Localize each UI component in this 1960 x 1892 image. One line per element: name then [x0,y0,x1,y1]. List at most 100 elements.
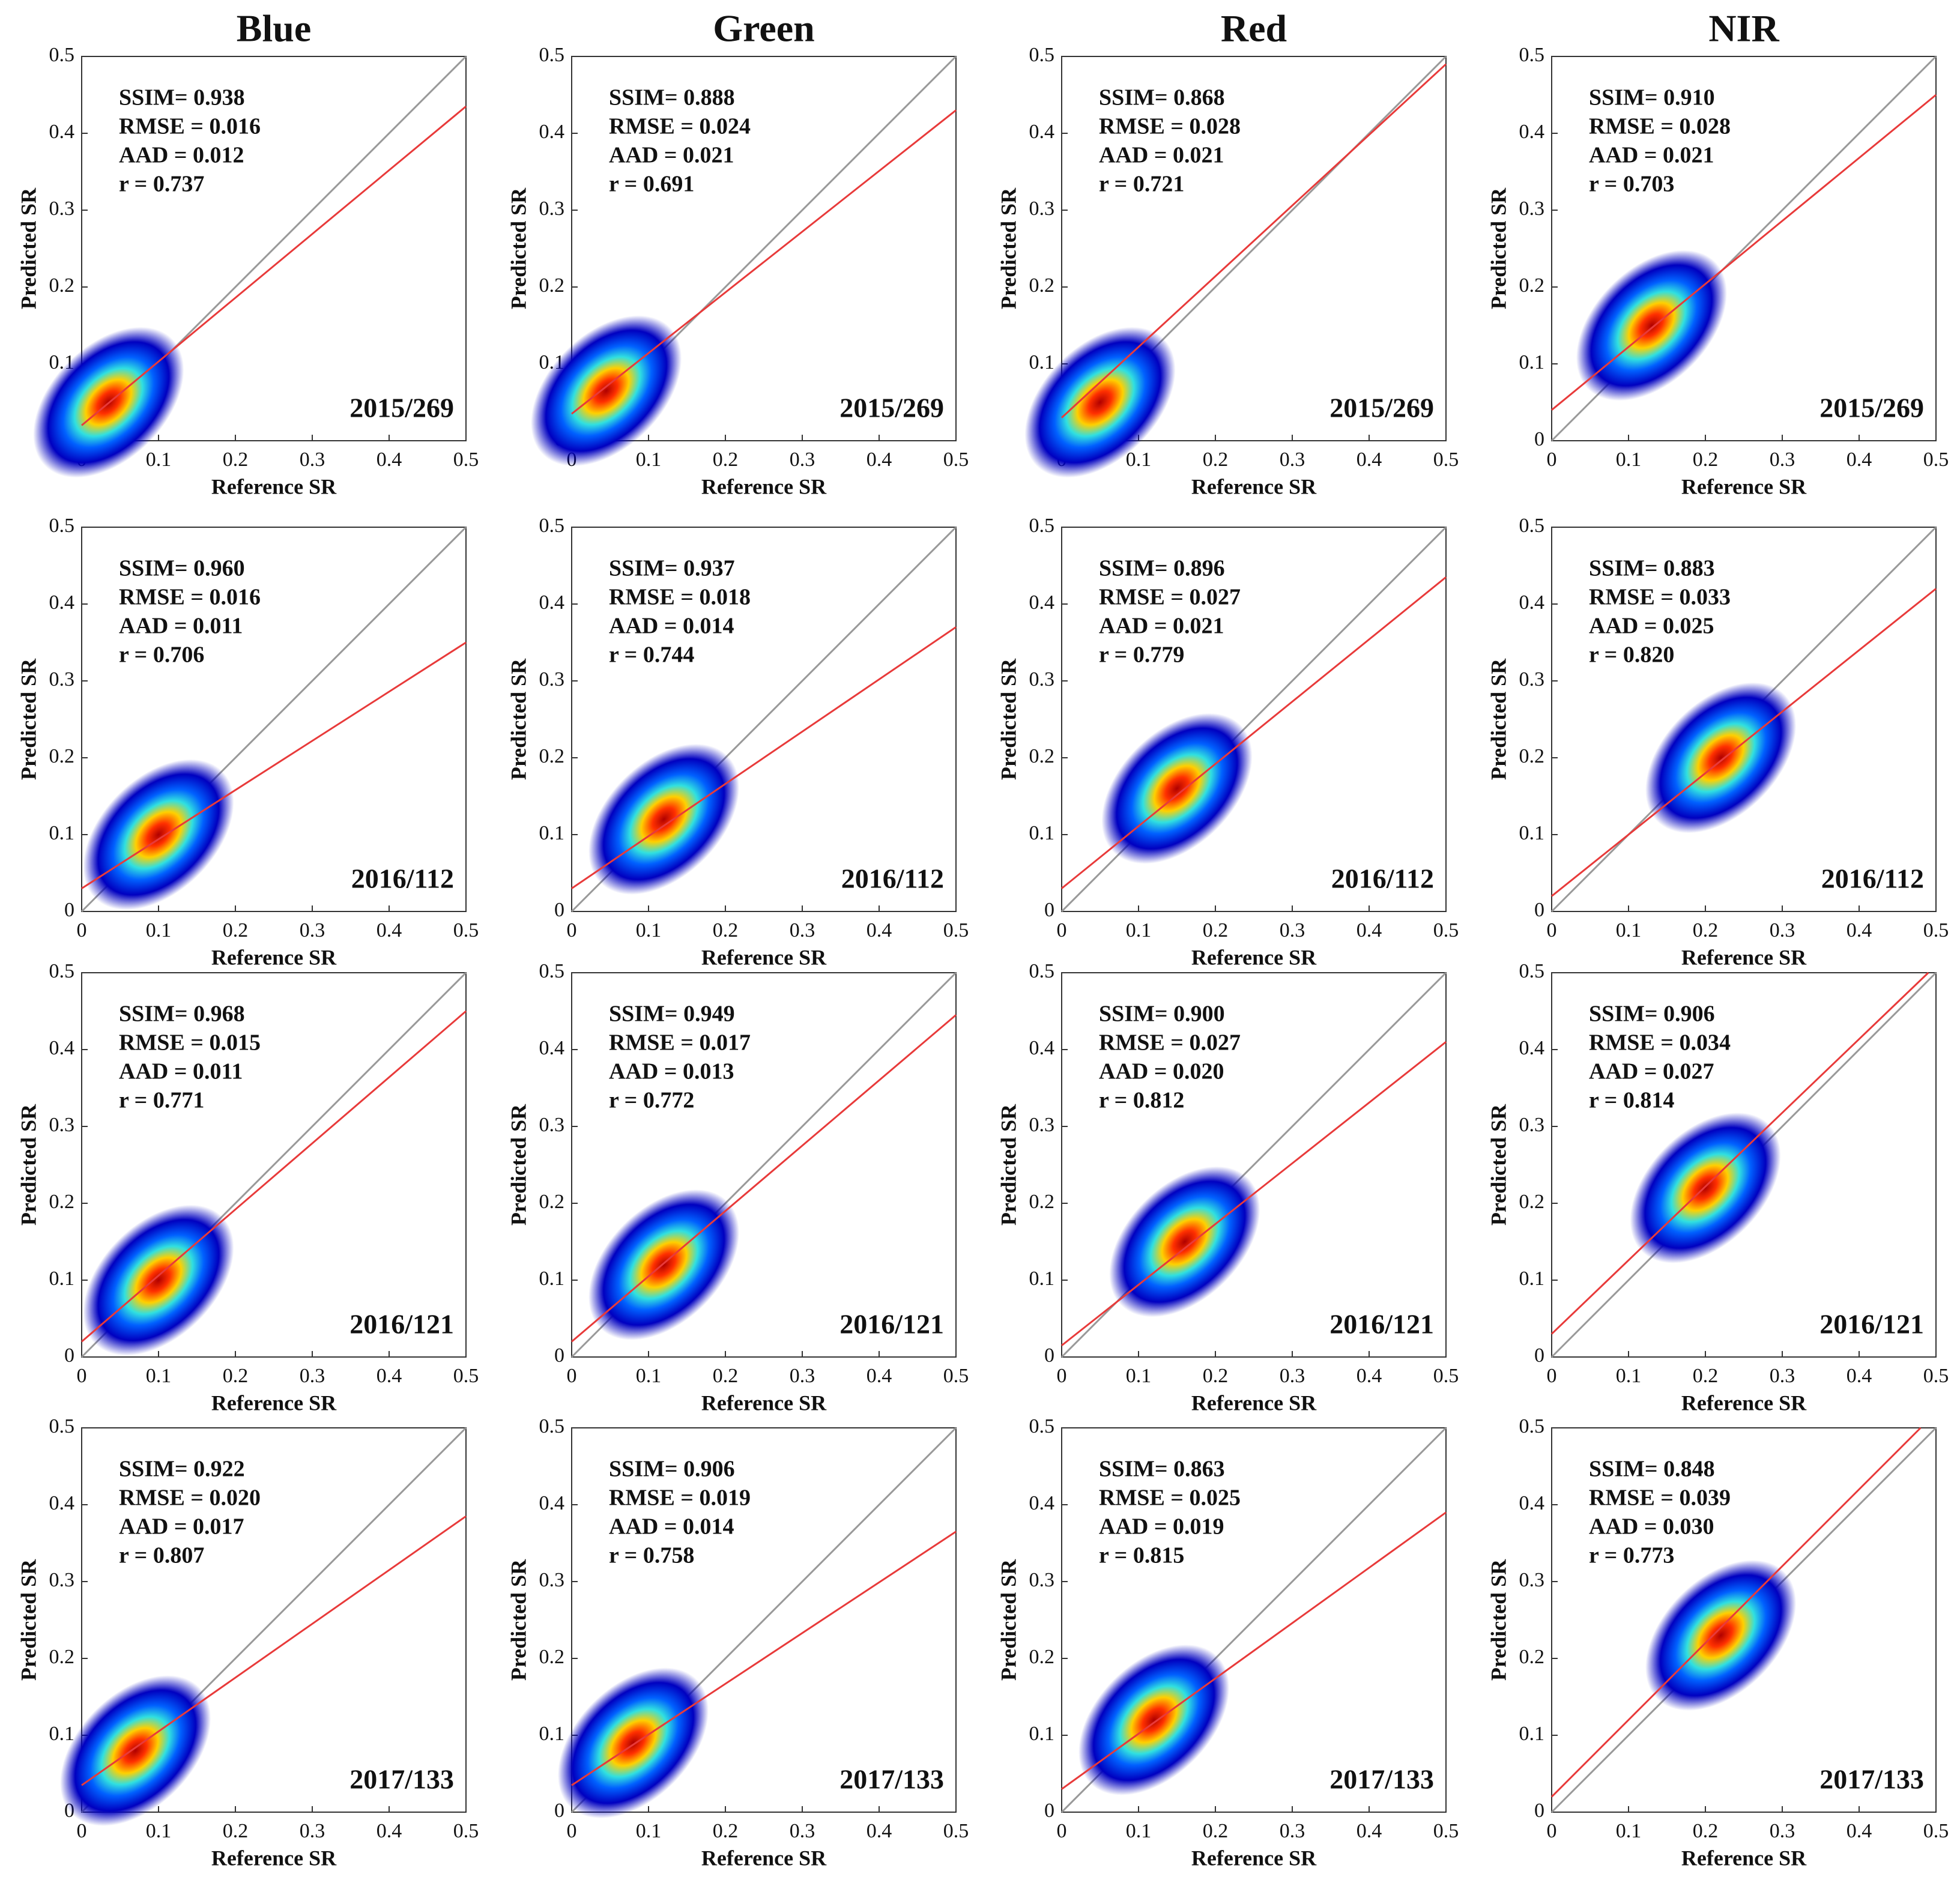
y-tick-label: 0.2 [1029,1646,1055,1668]
y-tick-label: 0.3 [539,668,565,691]
y-tick-label: 0.3 [539,1114,565,1136]
date-label: 2016/121 [1329,1309,1434,1340]
stat-text: r = 0.814 [1589,1088,1674,1113]
stat-text: AAD = 0.021 [1099,614,1224,639]
y-tick-label: 0.2 [539,745,565,767]
y-tick-label: 0.3 [1519,1569,1545,1591]
x-axis-label: Reference SR [1191,474,1317,498]
stat-text: RMSE = 0.016 [119,585,261,610]
x-tick-label: 0.4 [867,1365,892,1387]
stat-text: AAD = 0.020 [1099,1059,1224,1084]
y-tick-label: 0.5 [539,44,565,66]
stat-text: r = 0.721 [1099,172,1184,197]
x-tick-label: 0.5 [1923,1365,1949,1387]
y-tick-label: 0.4 [1029,591,1055,614]
x-tick-label: 0.3 [1770,1365,1795,1387]
y-axis-label: Predicted SR [996,1104,1020,1226]
y-tick-label: 0.5 [539,960,565,982]
date-label: 2015/269 [1329,393,1434,423]
stat-text: RMSE = 0.027 [1099,585,1241,610]
stat-text: AAD = 0.011 [119,1059,243,1084]
stat-text: SSIM= 0.922 [119,1457,245,1482]
x-axis-label: Reference SR [1191,945,1317,969]
y-tick-label: 0.1 [49,1268,75,1290]
fit-line [81,1010,467,1343]
stat-text: AAD = 0.012 [119,143,244,168]
date-label: 2017/133 [1329,1764,1434,1795]
x-tick-label: 0.5 [453,919,479,941]
stat-text: SSIM= 0.896 [1099,556,1225,581]
x-tick-label: 0.3 [1280,1365,1305,1387]
fit-line [1551,94,1937,411]
stat-text: r = 0.820 [1589,642,1674,668]
y-axis-label: Predicted SR [16,1104,40,1226]
stat-text: SSIM= 0.906 [1589,1002,1715,1027]
density-cloud [1645,1560,1797,1711]
x-tick-label: 0.5 [943,449,969,471]
stat-text: RMSE = 0.034 [1589,1030,1731,1056]
y-tick-label: 0.5 [49,960,75,982]
y-tick-label: 0 [1044,899,1054,921]
x-tick-label: 0 [567,1365,577,1387]
stat-text: RMSE = 0.027 [1099,1030,1241,1056]
x-tick-label: 0 [77,1365,87,1387]
x-tick-label: 0.5 [943,919,969,941]
stat-text: SSIM= 0.863 [1099,1457,1225,1482]
y-tick-label: 0.3 [1029,198,1055,220]
stat-text: r = 0.772 [609,1088,694,1113]
x-tick-label: 0.1 [1126,1365,1152,1387]
y-axis-label: Predicted SR [996,1559,1020,1681]
y-tick-label: 0.3 [1519,198,1545,220]
x-tick-label: 0.3 [300,919,325,941]
density-cloud [531,315,682,467]
y-axis-label: Predicted SR [1486,1559,1510,1681]
y-tick-label: 0.2 [1029,745,1055,767]
x-tick-label: 0 [1547,449,1557,471]
x-tick-label: 0.2 [713,1365,739,1387]
y-tick-label: 0.2 [1029,1191,1055,1213]
stat-text: r = 0.744 [609,642,694,668]
x-tick-label: 0.2 [713,1820,739,1842]
x-tick-label: 0.5 [1433,1365,1459,1387]
x-tick-label: 0.1 [636,919,662,941]
stat-text: AAD = 0.014 [609,614,734,639]
x-tick-label: 0.4 [377,1820,402,1842]
y-tick-label: 0.3 [1519,668,1545,691]
x-tick-label: 0.4 [1847,919,1872,941]
x-tick-label: 0.1 [146,919,172,941]
y-tick-label: 0 [64,1344,74,1367]
density-cloud [557,1667,709,1819]
x-tick-label: 0.1 [1126,919,1152,941]
y-tick-label: 0.4 [1029,121,1055,143]
y-tick-label: 0.4 [1519,1037,1545,1059]
stat-text: SSIM= 0.938 [119,85,245,110]
y-tick-label: 0.2 [539,274,565,297]
fit-line [1061,576,1447,889]
x-tick-label: 0.5 [1923,919,1949,941]
x-tick-label: 0.3 [1280,1820,1305,1842]
y-tick-label: 0.5 [49,44,75,66]
x-tick-label: 0.2 [1203,1365,1229,1387]
stat-text: AAD = 0.017 [119,1514,244,1540]
y-tick-label: 0.1 [1519,1268,1545,1290]
date-label: 2016/112 [351,863,454,894]
y-tick-label: 0.4 [539,121,565,143]
stat-text: SSIM= 0.868 [1099,85,1225,110]
y-tick-label: 0.3 [539,1569,565,1591]
y-tick-label: 0.2 [539,1191,565,1213]
y-tick-label: 0.1 [1029,1268,1055,1290]
date-label: 2015/269 [349,393,454,423]
y-tick-label: 0 [1044,1344,1054,1367]
stat-text: AAD = 0.011 [119,614,243,639]
y-tick-label: 0.3 [1029,668,1055,691]
y-tick-label: 0.3 [49,1569,75,1591]
y-tick-label: 0.3 [1029,1114,1055,1136]
y-tick-label: 0.2 [539,1646,565,1668]
y-tick-label: 0.5 [539,515,565,537]
x-tick-label: 0.5 [453,449,479,471]
density-cloud [1078,1644,1230,1795]
x-axis-label: Reference SR [211,945,337,969]
y-tick-label: 0.1 [49,822,75,844]
x-tick-label: 0.5 [453,1365,479,1387]
density-cloud [1645,682,1797,833]
